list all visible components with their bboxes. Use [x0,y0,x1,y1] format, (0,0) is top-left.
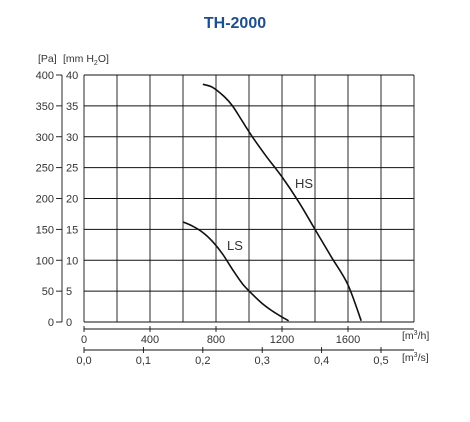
x-tick-label-m3s: 0,3 [255,355,270,367]
x-axis-unit-m3s: [m3/s] [402,352,429,364]
x-tick-label-m3h: 400 [141,334,159,346]
y-tick-label-pa: 350 [36,101,54,113]
y-tick-label-pa: 300 [36,132,54,144]
y-tick-label-pa: 0 [48,317,54,329]
y-tick-label-mm: 40 [66,70,78,82]
grid [83,74,415,323]
x-tick-label-m3h: 800 [207,334,225,346]
axes [56,74,414,353]
y-tick-label-pa: 150 [36,224,54,236]
y-tick-label-mm: 35 [66,101,78,113]
x-tick-label-m3s: 0,0 [76,355,91,367]
y-tick-label-mm: 25 [66,163,78,175]
y-tick-label-pa: 200 [36,194,54,206]
y-tick-label-pa: 250 [36,163,54,175]
y-tick-label-mm: 15 [66,224,78,236]
y-tick-label-mm: 5 [66,286,72,298]
x-tick-label-m3h: 0 [81,334,87,346]
y-tick-label-pa: 400 [36,70,54,82]
series-label-ls: LS [227,238,243,253]
y-axis-unit-pa: [Pa] [38,53,57,65]
series-label-hs: HS [295,176,313,191]
x-tick-label-m3h: 1600 [336,334,360,346]
x-tick-label-m3h: 1200 [270,334,294,346]
series-line-hs [202,83,362,322]
curves: HS LS [182,83,362,322]
x-tick-label-m3s: 0,4 [314,355,329,367]
x-tick-label-m3s: 0,5 [373,355,388,367]
x-tick-label-m3s: 0,1 [136,355,151,367]
y-tick-label-mm: 30 [66,132,78,144]
y-tick-label-mm: 10 [66,255,78,267]
y-tick-label-pa: 50 [42,286,54,298]
y-tick-label-pa: 100 [36,255,54,267]
x-tick-label-m3s: 0,2 [195,355,210,367]
y-tick-label-mm: 20 [66,194,78,206]
chart-title: TH-2000 [204,15,266,32]
series-line-ls [182,221,290,322]
y-tick-label-mm: 0 [66,317,72,329]
x-axis-unit-m3h: [m3/h] [402,330,429,342]
y-axis-unit-mm: [mm H2O] [63,53,109,67]
